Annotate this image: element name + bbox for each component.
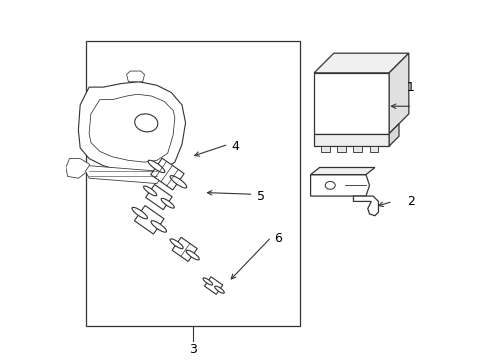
- Ellipse shape: [214, 286, 224, 293]
- Polygon shape: [353, 196, 378, 216]
- Polygon shape: [388, 53, 408, 134]
- Polygon shape: [388, 124, 398, 146]
- Polygon shape: [78, 82, 185, 173]
- Text: 6: 6: [274, 233, 282, 246]
- Polygon shape: [150, 158, 184, 190]
- Ellipse shape: [132, 207, 147, 219]
- Ellipse shape: [170, 176, 186, 188]
- Bar: [369, 146, 378, 153]
- Polygon shape: [85, 166, 160, 184]
- Polygon shape: [172, 237, 197, 261]
- Ellipse shape: [151, 221, 166, 232]
- Bar: [313, 134, 388, 146]
- Bar: [353, 146, 362, 153]
- Ellipse shape: [161, 198, 174, 208]
- Polygon shape: [145, 184, 172, 210]
- Ellipse shape: [186, 250, 199, 260]
- Text: 3: 3: [188, 343, 196, 356]
- Text: 2: 2: [406, 195, 414, 208]
- Polygon shape: [204, 277, 223, 294]
- Polygon shape: [66, 158, 93, 178]
- Polygon shape: [126, 71, 144, 82]
- Bar: [337, 146, 346, 153]
- Ellipse shape: [203, 278, 212, 285]
- Text: 5: 5: [256, 190, 264, 203]
- Bar: [321, 146, 329, 153]
- Polygon shape: [310, 175, 369, 196]
- Text: 4: 4: [231, 140, 239, 153]
- Ellipse shape: [325, 181, 335, 189]
- Ellipse shape: [170, 239, 183, 249]
- Text: 1: 1: [406, 81, 414, 94]
- Polygon shape: [134, 206, 164, 234]
- Bar: [313, 73, 388, 134]
- Ellipse shape: [135, 114, 158, 132]
- Polygon shape: [313, 53, 408, 73]
- Ellipse shape: [148, 160, 164, 172]
- Polygon shape: [310, 167, 374, 175]
- Bar: [85, 41, 299, 327]
- Ellipse shape: [143, 186, 156, 196]
